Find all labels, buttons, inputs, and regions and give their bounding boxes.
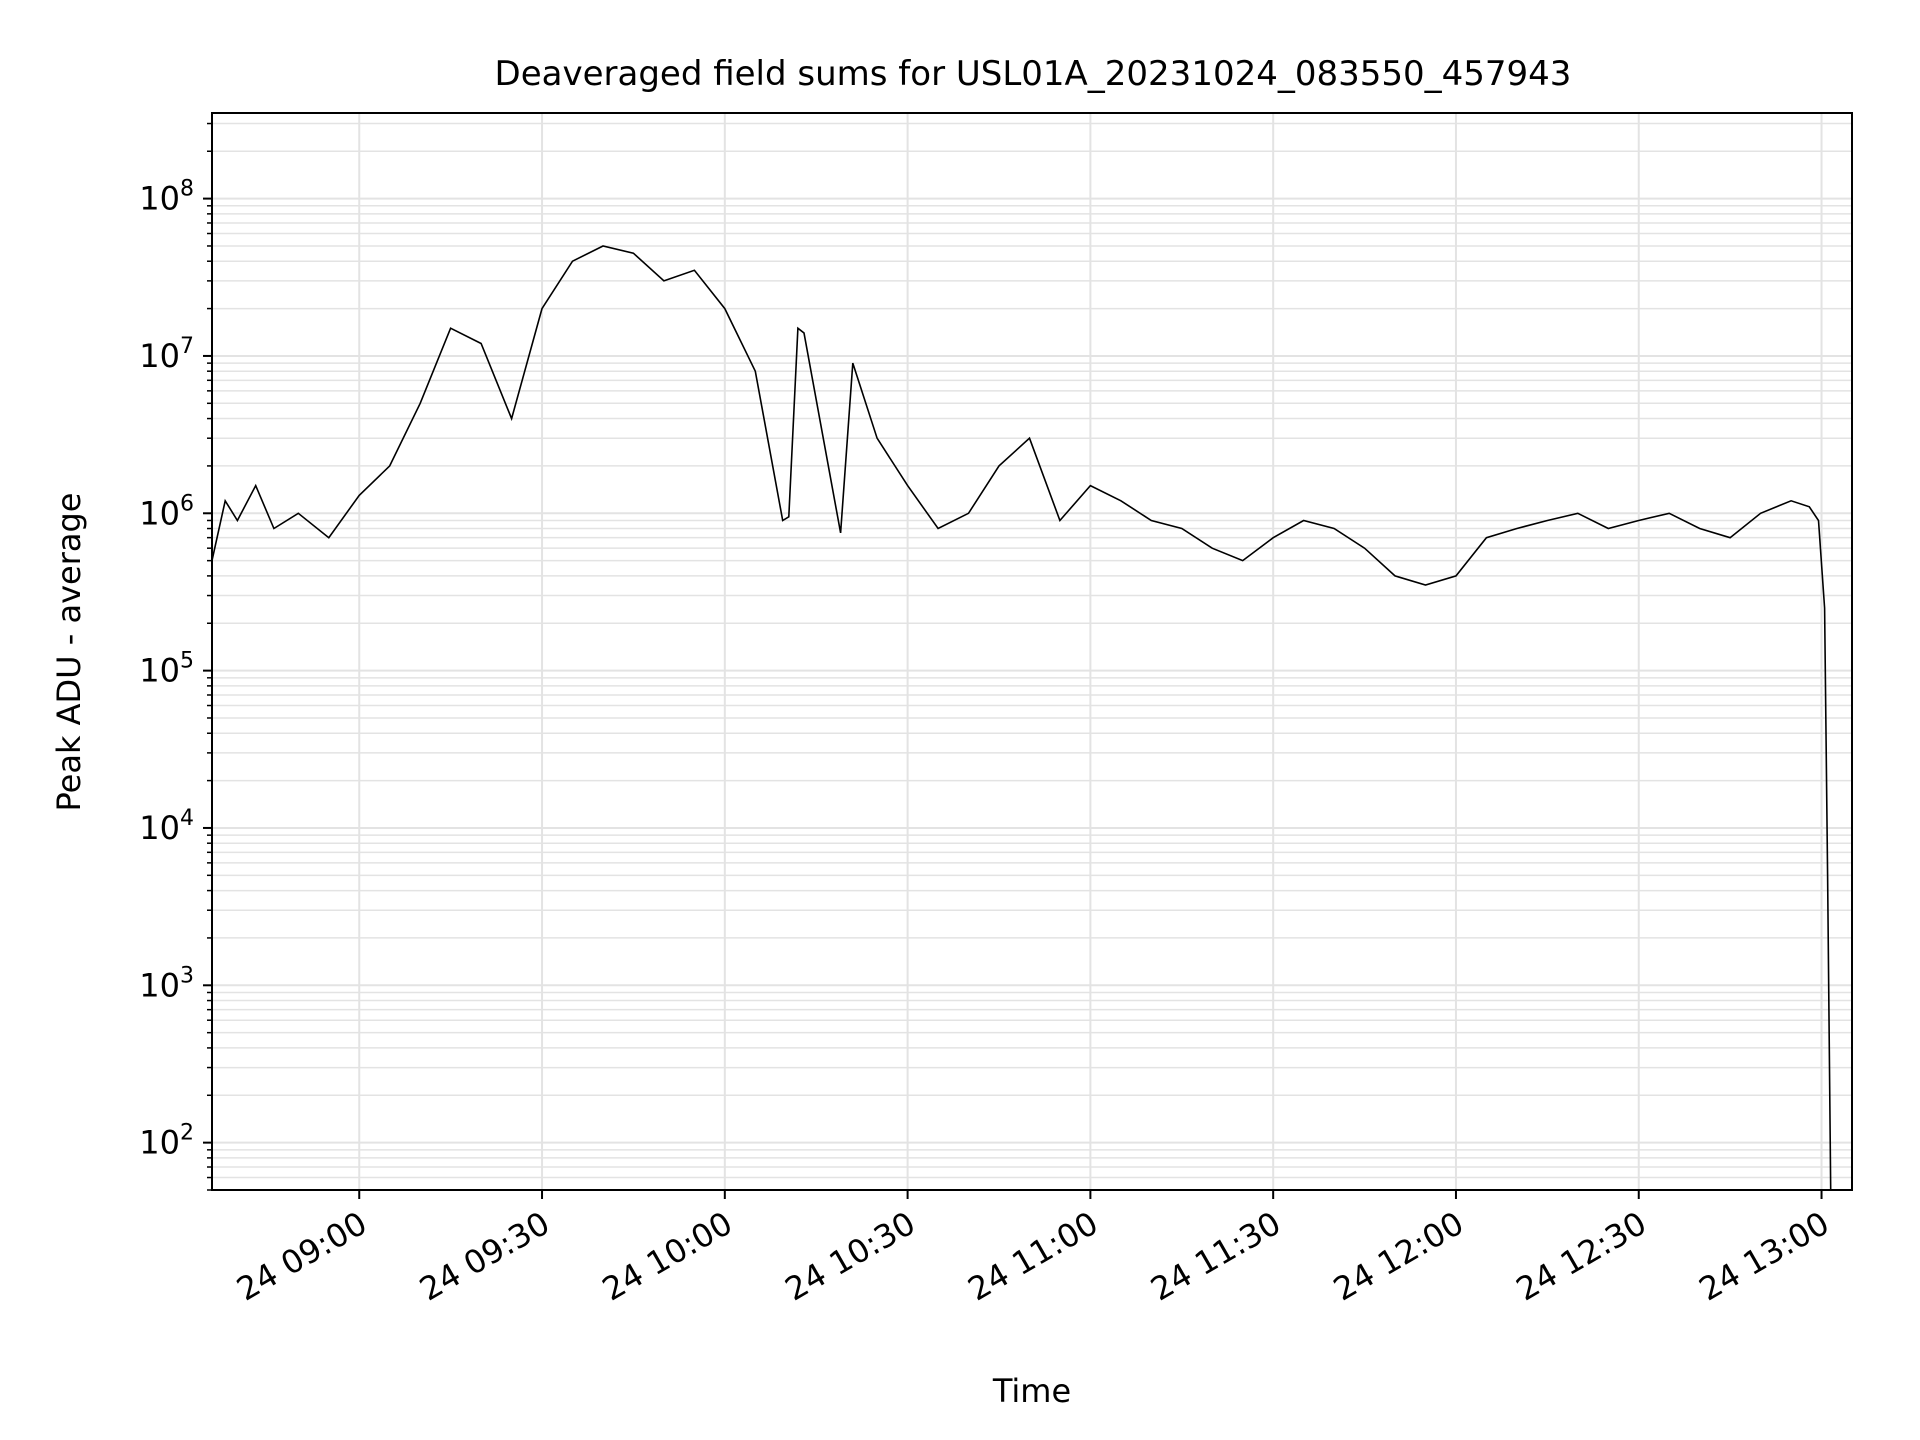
y-tick-label: 108 <box>139 177 194 218</box>
chart-title: Deaveraged field sums for USL01A_2023102… <box>495 54 1572 94</box>
x-axis-label: Time <box>992 1372 1071 1410</box>
y-tick-label: 107 <box>139 334 194 375</box>
grid-lines <box>212 113 1852 1191</box>
series-line-group <box>211 245 1832 1191</box>
series-line <box>211 245 1832 1191</box>
y-tick-label: 105 <box>139 649 194 690</box>
plot-frame <box>211 112 1853 1191</box>
y-tick-label: 106 <box>139 491 194 532</box>
y-axis-label: Peak ADU - average <box>50 493 88 812</box>
y-axis: 102 103 104 105 106 107 108 <box>139 122 212 1191</box>
y-tick-label: 104 <box>139 806 194 847</box>
y-tick-label: 102 <box>139 1121 194 1162</box>
y-tick-label: 103 <box>139 963 194 1004</box>
